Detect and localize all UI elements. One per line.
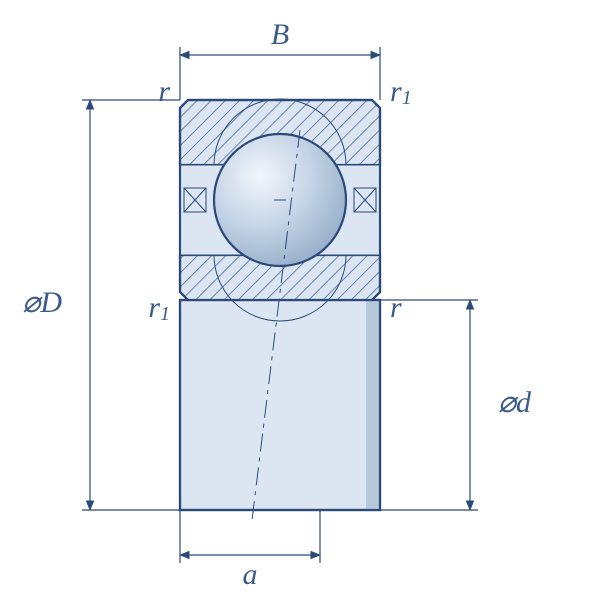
lower-body — [180, 300, 380, 510]
label-B: B — [271, 18, 289, 51]
label-r-bore-right: r — [390, 291, 402, 324]
label-a: a — [243, 558, 258, 591]
label-r1-top-right: r1 — [390, 75, 412, 109]
label-r-top-left: r — [158, 75, 170, 108]
bearing-cross-section-diagram: B ⌀D ⌀d a r r1 r1 r — [0, 0, 600, 600]
lower-body-shade — [366, 301, 379, 509]
label-r1-bore-left: r1 — [148, 291, 170, 325]
label-D: ⌀D — [22, 286, 62, 319]
label-d: ⌀d — [498, 386, 532, 419]
